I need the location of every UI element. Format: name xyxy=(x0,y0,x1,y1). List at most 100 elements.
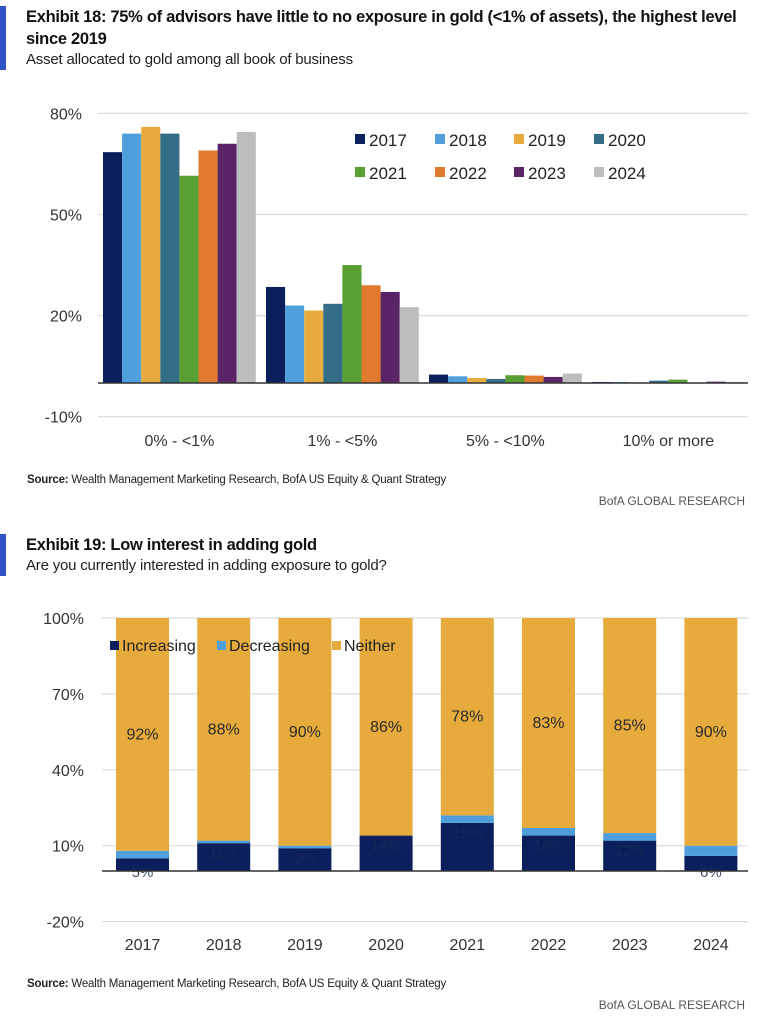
y-tick-label: 100% xyxy=(43,611,84,628)
bar-2020-increasing xyxy=(359,835,413,871)
legend-label-increasing: Increasing xyxy=(122,638,196,655)
legend-label-2018: 2018 xyxy=(449,131,487,150)
exhibit19-brand: BofA GLOBAL RESEARCH xyxy=(598,998,745,1012)
y-tick-label: 20% xyxy=(50,309,82,326)
data-label-2021-neither: 78% xyxy=(451,709,483,726)
bar-0-1-2024 xyxy=(236,131,256,383)
legend-label-2017: 2017 xyxy=(369,131,407,150)
exhibit18-source-label: Source: xyxy=(27,474,69,486)
exhibit18-title-line1: Exhibit 18: 75% of advisors have little … xyxy=(26,8,737,26)
bar-2021-increasing xyxy=(440,822,494,871)
bar-2024-increasing xyxy=(684,855,738,871)
legend-label-2023: 2023 xyxy=(528,164,566,183)
bar-1-5-2018 xyxy=(285,305,305,383)
bar-5-10-2019 xyxy=(467,377,487,383)
bar-5-10-2023 xyxy=(543,376,563,383)
bar-5-10-2021 xyxy=(505,375,525,383)
data-label-2024-neither: 90% xyxy=(695,724,727,741)
bar-5-10-2024 xyxy=(562,373,582,383)
bar-1-5-2024 xyxy=(399,307,419,383)
bar-2018-decreasing xyxy=(197,840,251,844)
bar-2017-decreasing xyxy=(116,850,169,859)
y-tick-label: 10% xyxy=(52,839,84,856)
legend-swatch-2019 xyxy=(514,134,524,144)
bar-2018-neither xyxy=(197,618,251,841)
legend-swatch-2021 xyxy=(355,167,365,177)
legend-swatch-2023 xyxy=(514,167,524,177)
bar-2024-decreasing xyxy=(684,845,738,856)
exhibit19-subtitle: Are you currently interested in adding e… xyxy=(26,557,387,574)
bar-1-5-2019 xyxy=(304,310,324,383)
x-tick-label-10-or-more: 10% or more xyxy=(623,433,715,450)
data-label-2017-increasing: 5% xyxy=(132,864,154,881)
data-label-2023-neither: 85% xyxy=(614,718,646,735)
bar-1-5-2017 xyxy=(266,286,286,383)
data-label-2019-neither: 90% xyxy=(289,724,321,741)
exhibit19-source: Source: Wealth Management Marketing Rese… xyxy=(27,978,446,990)
bar-1-5-2021 xyxy=(342,265,362,383)
legend-label-2021: 2021 xyxy=(369,164,407,183)
legend-swatch-2020 xyxy=(594,134,604,144)
bar-0-1-2018 xyxy=(122,133,142,383)
data-label-2018-neither: 88% xyxy=(208,721,240,738)
x-tick-label-2019: 2019 xyxy=(287,937,323,954)
bar-1-5-2020 xyxy=(323,303,343,383)
x-tick-label-2021: 2021 xyxy=(450,937,486,954)
legend-swatch-2017 xyxy=(355,134,365,144)
bar-2019-decreasing xyxy=(278,845,332,849)
bar-2023-neither xyxy=(603,618,657,834)
bar-1-5-2023 xyxy=(380,292,400,383)
legend-label-neither: Neither xyxy=(344,638,396,655)
x-tick-label-2024: 2024 xyxy=(693,937,729,954)
bar-5-10-2017 xyxy=(429,374,449,383)
data-label-2022-increasing: 14% xyxy=(533,838,563,855)
bar-0-1-2019 xyxy=(141,126,161,383)
legend-swatch-2024 xyxy=(594,167,604,177)
bar-2023-decreasing xyxy=(603,833,657,841)
bar-2019-increasing xyxy=(278,848,332,871)
legend-label-2020: 2020 xyxy=(608,131,646,150)
bar-10-or-more-2021 xyxy=(668,379,688,383)
x-tick-label-0-1: 0% - <1% xyxy=(144,433,214,450)
bar-2022-neither xyxy=(522,618,575,828)
x-tick-label-1-5: 1% - <5% xyxy=(307,433,377,450)
x-tick-label-2020: 2020 xyxy=(368,937,404,954)
data-label-2024-increasing: 6% xyxy=(700,864,722,881)
legend-swatch-increasing xyxy=(110,641,119,650)
bar-2019-neither xyxy=(278,618,332,846)
x-tick-label-2022: 2022 xyxy=(531,937,567,954)
y-tick-label: 80% xyxy=(50,106,82,123)
exhibit18-accent-bar xyxy=(0,6,6,70)
data-label-2017-neither: 92% xyxy=(126,726,158,743)
bar-2017-increasing xyxy=(116,858,169,871)
x-tick-label-2017: 2017 xyxy=(125,937,161,954)
data-label-2020-increasing: 14% xyxy=(371,838,401,855)
legend-label-2022: 2022 xyxy=(449,164,487,183)
bar-10-or-more-2020 xyxy=(649,380,669,383)
data-label-2022-neither: 83% xyxy=(532,715,564,732)
data-label-2019-increasing: 9% xyxy=(294,850,316,867)
x-tick-label-2023: 2023 xyxy=(612,937,648,954)
bar-0-1-2023 xyxy=(217,143,237,383)
bar-5-10-2020 xyxy=(486,378,506,383)
y-tick-label: -20% xyxy=(47,915,84,932)
exhibit19-header: Exhibit 19: Low interest in adding gold … xyxy=(0,534,387,576)
bar-0-1-2017 xyxy=(103,152,123,383)
exhibit18-header: Exhibit 18: 75% of advisors have little … xyxy=(0,6,737,70)
bar-2018-increasing xyxy=(197,843,251,871)
bar-2017-neither xyxy=(116,618,169,851)
legend-label-2019: 2019 xyxy=(528,131,566,150)
data-label-2018-increasing: 11% xyxy=(209,845,238,862)
exhibit18-subtitle: Asset allocated to gold among all book o… xyxy=(26,51,353,68)
x-tick-label-2018: 2018 xyxy=(206,937,242,954)
bar-5-10-2022 xyxy=(524,375,544,383)
exhibit18-source: Source: Wealth Management Marketing Rese… xyxy=(27,474,446,486)
y-tick-label: 40% xyxy=(52,763,84,780)
bar-2022-decreasing xyxy=(522,827,575,836)
exhibit19-source-label: Source: xyxy=(27,978,69,990)
exhibit19-title: Exhibit 19: Low interest in adding gold xyxy=(26,536,317,554)
bar-0-1-2021 xyxy=(179,175,199,383)
exhibit19-chart: -20% 10% 40% 70% 100% 5% 92% 2017 11% 88% 2018 9% 90… xyxy=(43,611,748,954)
legend-swatch-2018 xyxy=(435,134,445,144)
exhibit19-source-text: Wealth Management Marketing Research, Bo… xyxy=(68,978,447,990)
